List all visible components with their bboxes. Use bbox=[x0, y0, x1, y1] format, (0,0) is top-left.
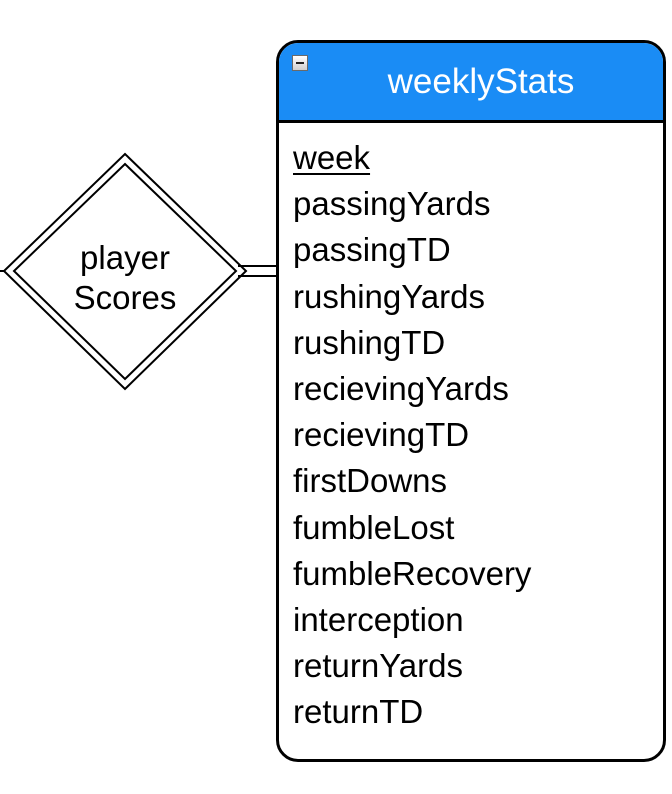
attribute-item: interception bbox=[293, 601, 464, 639]
relationship-label-line1: player bbox=[80, 239, 170, 276]
relationship-diamond[interactable] bbox=[2, 152, 248, 391]
attribute-item: fumbleLost bbox=[293, 508, 455, 546]
attribute-item: fumbleRecovery bbox=[293, 554, 532, 592]
diamond-inner-border bbox=[12, 162, 238, 381]
attribute-item: recievingTD bbox=[293, 416, 470, 454]
entity-title: weeklyStats bbox=[387, 62, 575, 101]
attribute-item: returnTD bbox=[293, 693, 424, 731]
attribute-list: week passingYards passingTD rushingYards ru… bbox=[293, 135, 531, 736]
entity-header: weeklyStats bbox=[279, 43, 663, 123]
diamond-outer-border bbox=[2, 152, 248, 391]
attribute-item: rushingYards bbox=[293, 277, 485, 315]
attribute-item: recievingYards bbox=[293, 370, 509, 408]
attribute-item: rushingTD bbox=[293, 323, 446, 361]
attribute-item: firstDowns bbox=[293, 462, 448, 500]
attribute-item: returnYards bbox=[293, 647, 463, 685]
attribute-item: passingTD bbox=[293, 231, 451, 269]
relationship-label: player Scores bbox=[46, 238, 204, 318]
primary-key-attribute: week bbox=[293, 139, 371, 176]
relationship-label-line2: Scores bbox=[73, 279, 177, 316]
entity-box-weeklystats[interactable]: weeklyStats week passingYards passingTD ru… bbox=[276, 40, 666, 762]
minus-bar bbox=[296, 62, 304, 64]
double-connector-line bbox=[238, 265, 278, 277]
attribute-item: passingYards bbox=[293, 185, 491, 223]
minus-square-icon[interactable] bbox=[292, 55, 308, 71]
